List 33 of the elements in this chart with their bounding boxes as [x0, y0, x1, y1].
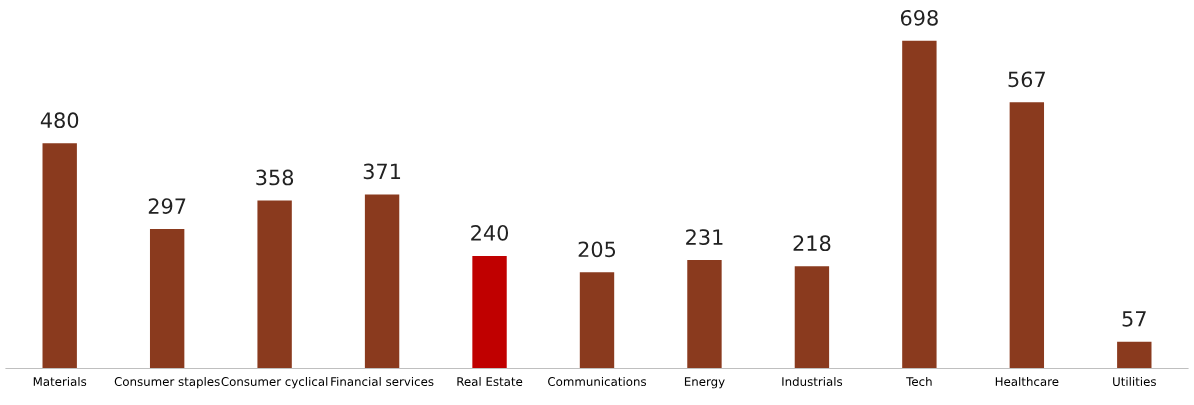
x-tick-label: Industrials — [782, 376, 843, 387]
data-label: 567 — [1008, 71, 1045, 88]
bar — [472, 255, 507, 369]
data-label: 297 — [148, 198, 186, 214]
data-label: 371 — [363, 163, 401, 180]
bar — [902, 40, 937, 369]
x-tick-label: Utilities — [1113, 376, 1156, 387]
x-tick-label: Communications — [548, 376, 647, 387]
bar — [579, 272, 615, 369]
data-label: 57 — [1122, 311, 1146, 327]
data-label: 218 — [793, 235, 831, 252]
bar — [687, 260, 722, 369]
bar — [364, 194, 400, 369]
bar — [1117, 341, 1152, 369]
data-label: 698 — [900, 9, 938, 26]
bar — [149, 229, 185, 369]
data-label: 231 — [686, 229, 723, 245]
bar — [1009, 102, 1045, 369]
data-label: 358 — [256, 169, 294, 186]
x-tick-label: Tech — [906, 376, 932, 387]
x-tick-label: Financial services — [331, 376, 434, 387]
x-tick-label: Healthcare — [995, 376, 1059, 387]
x-tick-label: Materials — [33, 376, 87, 387]
x-tick-label: Consumer staples — [114, 376, 220, 389]
x-tick-label: Consumer cyclical — [221, 376, 328, 389]
x-tick-label: Real Estate — [457, 376, 523, 387]
bar — [42, 143, 77, 369]
bar — [794, 266, 830, 369]
data-label: 480 — [40, 112, 79, 129]
data-label: 205 — [578, 241, 616, 258]
x-tick-label: Energy — [684, 377, 725, 389]
data-label: 240 — [471, 224, 509, 241]
bar — [257, 200, 292, 369]
